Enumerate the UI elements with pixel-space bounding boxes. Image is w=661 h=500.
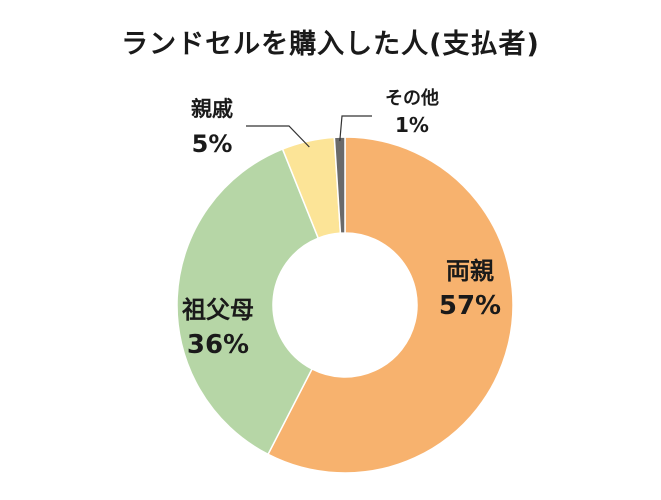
- leader-line-relatives: [246, 125, 310, 148]
- leader-line-other: [339, 115, 372, 142]
- slice-value-relatives: 5%: [192, 130, 233, 158]
- slice-other: [333, 136, 346, 234]
- donut-slices: [176, 136, 514, 474]
- slice-value-parents: 57%: [439, 291, 501, 321]
- slice-value-grandparents: 36%: [187, 330, 249, 360]
- slice-label-other: その他: [385, 87, 439, 109]
- leader-lines: [246, 115, 372, 148]
- chart-title: ランドセルを購入した人(支払者): [121, 29, 540, 60]
- slice-value-other: 1%: [395, 113, 429, 137]
- slice-label-grandparents: 祖父母: [182, 296, 254, 324]
- slice-parents: [267, 136, 514, 474]
- slice-label-parents: 両親: [446, 257, 494, 285]
- slice-grandparents: [176, 148, 320, 456]
- slice-label-relatives: 親戚: [191, 97, 233, 121]
